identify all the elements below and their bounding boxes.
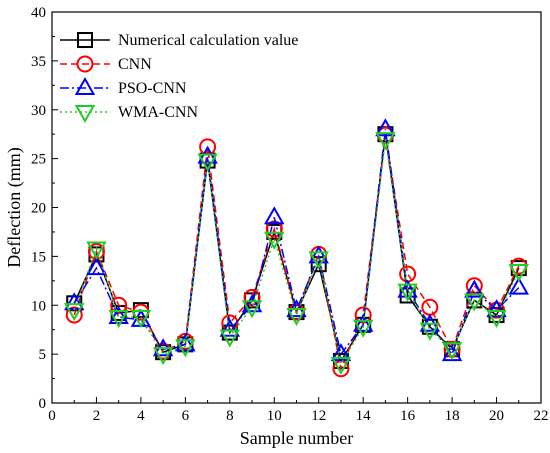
x-tick-label: 16 <box>400 408 416 424</box>
data-point-cnn <box>65 306 83 324</box>
legend-marker-wma-cnn <box>74 105 96 124</box>
y-tick-label: 35 <box>31 54 46 70</box>
data-point-pso-cnn <box>352 313 374 332</box>
y-tick-label: 15 <box>31 249 46 265</box>
data-point-wma-cnn <box>108 309 129 329</box>
legend-marker-numerical-calculation-value <box>77 32 93 48</box>
data-point-pso-cnn <box>264 206 285 225</box>
x-tick-label: 0 <box>48 408 56 424</box>
data-point-wma-cnn <box>419 322 441 341</box>
x-tick-label: 10 <box>267 408 282 424</box>
legend-label-cnn: CNN <box>118 56 152 73</box>
legend-entry-pso-cnn: PSO-CNN <box>60 76 187 97</box>
x-tick-label: 12 <box>311 408 326 424</box>
series-line-cnn <box>73 135 520 372</box>
legend-label-wma-cnn: WMA-CNN <box>118 104 198 121</box>
x-tick-label: 14 <box>356 408 372 424</box>
data-point-wma-cnn <box>330 356 352 375</box>
data-point-wma-cnn <box>219 329 241 348</box>
series-wma-cnn <box>64 132 529 375</box>
y-tick-label: 20 <box>31 201 46 217</box>
data-point-wma-cnn <box>264 231 285 250</box>
data-point-wma-cnn <box>441 342 463 361</box>
data-point-pso-cnn <box>464 279 485 298</box>
series-layer <box>64 118 529 378</box>
y-tick-label: 40 <box>31 5 46 21</box>
y-axis-title: Deflection (mm) <box>4 147 25 267</box>
x-tick-label: 8 <box>226 408 234 424</box>
x-tick-label: 4 <box>137 408 145 424</box>
data-point-wma-cnn <box>197 153 218 172</box>
data-point-pso-cnn <box>508 276 529 295</box>
y-tick-label: 10 <box>31 298 46 314</box>
data-point-wma-cnn <box>397 283 418 302</box>
legend-entry-cnn: CNN <box>60 55 152 73</box>
data-point-wma-cnn <box>352 319 374 338</box>
data-point-wma-cnn <box>175 339 196 358</box>
legend-marker-cnn <box>76 55 94 73</box>
x-tick-label: 20 <box>489 408 504 424</box>
data-point-wma-cnn <box>130 309 152 329</box>
data-point-wma-cnn <box>375 132 396 151</box>
data-point-wma-cnn <box>308 251 329 270</box>
y-tick-label: 5 <box>39 347 47 363</box>
y-tick-label: 25 <box>31 152 46 168</box>
legend-label-numerical-calculation-value: Numerical calculation value <box>118 32 298 49</box>
data-point-wma-cnn <box>64 303 85 322</box>
data-point-pso-cnn <box>108 305 129 324</box>
x-tick-label: 2 <box>93 408 101 424</box>
legend-entry-numerical-calculation-value: Numerical calculation value <box>60 32 298 49</box>
legend-label-pso-cnn: PSO-CNN <box>118 80 187 97</box>
data-point-wma-cnn <box>152 347 174 366</box>
x-axis-title: Sample number <box>240 428 353 448</box>
x-tick-label: 18 <box>445 408 460 424</box>
x-tick-label: 22 <box>534 408 549 424</box>
data-point-pso-cnn <box>375 118 396 137</box>
legend: Numerical calculation value CNN PSO-CNN WMA… <box>60 32 298 124</box>
y-tick-label: 30 <box>31 103 46 119</box>
data-point-cnn <box>110 296 128 314</box>
y-tick-label: 0 <box>39 396 47 412</box>
data-point-pso-cnn <box>86 257 107 276</box>
data-point-wma-cnn <box>486 309 507 329</box>
data-point-cnn <box>465 277 483 295</box>
axis-layer: 0 2 4 6 8 10 12 14 16 18 20 22 0 5 10 15 20 25 30 35 40 <box>31 5 549 424</box>
data-point-pso-cnn <box>175 333 196 352</box>
data-point-wma-cnn <box>86 241 107 260</box>
data-point-wma-cnn <box>241 300 263 319</box>
data-point-pso-cnn <box>397 279 418 298</box>
data-point-pso-cnn <box>308 245 329 264</box>
data-point-wma-cnn <box>464 293 485 312</box>
data-point-pso-cnn <box>330 343 352 362</box>
legend-entry-wma-cnn: WMA-CNN <box>60 104 198 124</box>
data-point-cnn <box>265 220 283 238</box>
legend-marker-pso-cnn <box>74 76 96 95</box>
data-point-wma-cnn <box>286 308 307 327</box>
data-point-wma-cnn <box>508 264 529 283</box>
data-point-pso-cnn <box>241 294 263 313</box>
x-tick-label: 6 <box>182 408 190 424</box>
